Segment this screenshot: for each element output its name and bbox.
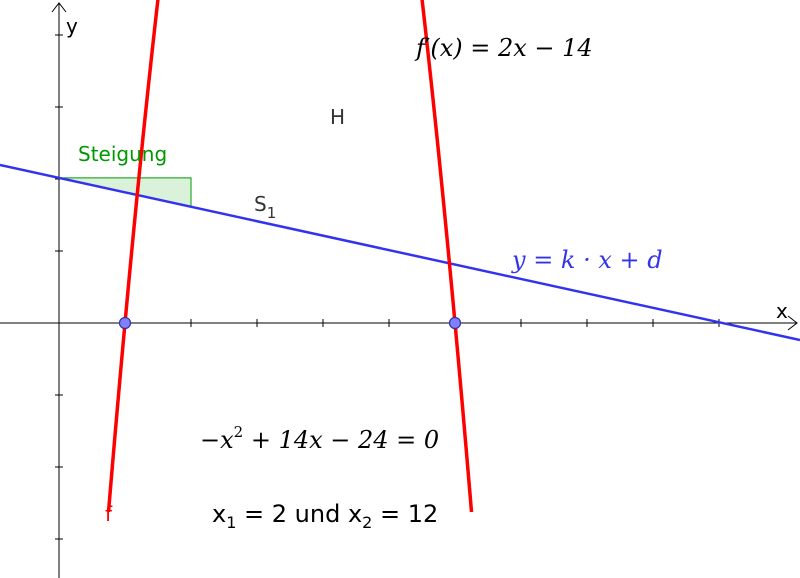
quadratic-equation: −x2 + 14x − 24 = 0 — [200, 423, 439, 454]
solution-eq2: = 12 — [372, 500, 438, 528]
root-point-2 — [448, 316, 462, 330]
label-layer: x y f′(x) = 2x − 14 H S1 Steigung y = k … — [66, 14, 788, 532]
derivative-rest: (x) = 2x − 14 — [430, 34, 592, 62]
equation-rest: + 14x − 24 = 0 — [243, 426, 439, 454]
solution-x2: x — [348, 500, 362, 528]
x-axis-arrow — [787, 315, 798, 331]
derivative-formula: f′(x) = 2x − 14 — [414, 34, 593, 62]
derivative-prime: ′ — [425, 34, 430, 62]
solution-sub1: 1 — [226, 513, 236, 532]
solution-text: x1 = 2 und x2 = 12 — [212, 500, 438, 532]
slope-triangle-label: Steigung — [78, 142, 167, 166]
intersection-label: S1 — [254, 192, 276, 222]
x-axis-label: x — [776, 299, 788, 323]
line-equation-label: y = k · x + d — [511, 246, 663, 274]
solution-sub2: 2 — [362, 513, 372, 532]
solution-x1: x — [212, 500, 226, 528]
equation-minus-x: −x — [200, 426, 234, 454]
vertex-label: H — [330, 105, 345, 129]
y-axis-arrow — [51, 2, 67, 13]
function-label: f — [105, 502, 113, 526]
curve-layer — [0, 0, 800, 513]
intersection-label-sub: 1 — [267, 204, 277, 222]
y-axis-label: y — [66, 14, 78, 38]
solution-eq1: = 2 und — [236, 500, 348, 528]
root-point-1 — [118, 316, 132, 330]
equation-exponent: 2 — [234, 423, 244, 441]
intersection-label-main: S — [254, 192, 267, 216]
tangent-line — [0, 163, 800, 342]
